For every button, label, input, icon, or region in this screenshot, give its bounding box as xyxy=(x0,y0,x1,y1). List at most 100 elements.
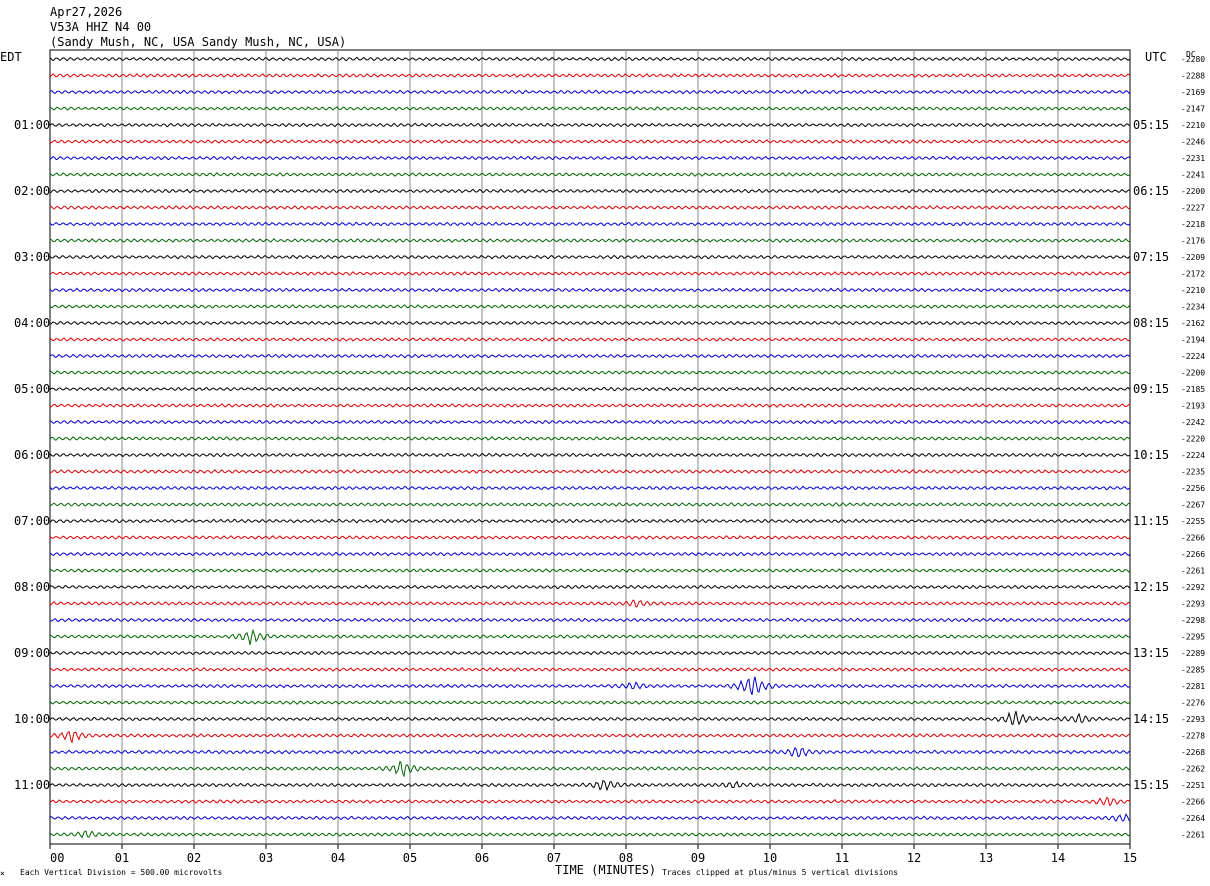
left-hour-label: 04:00 xyxy=(14,316,50,330)
dc-offset-label: -2169 xyxy=(1181,88,1205,97)
trace-line xyxy=(49,796,1131,807)
trace-line xyxy=(49,628,1131,645)
dc-offset-label: -2241 xyxy=(1181,171,1205,180)
trace-line xyxy=(49,710,1131,726)
dc-offset-label: -2200 xyxy=(1181,187,1205,196)
dc-offset-labels: -2280 -2288 -2169 -2147 -2210 -2246 -2231 -2241… xyxy=(1181,55,1205,840)
dc-offset-label: -2268 xyxy=(1181,748,1205,757)
x-tick-label: 05 xyxy=(403,851,417,865)
right-hour-label: 13:15 xyxy=(1133,646,1169,660)
x-tick-label: 14 xyxy=(1051,851,1065,865)
dc-offset-label: -2266 xyxy=(1181,798,1205,807)
traces xyxy=(49,56,1131,839)
right-hour-label: 11:15 xyxy=(1133,514,1169,528)
trace-line xyxy=(49,172,1131,177)
trace-line xyxy=(49,403,1131,408)
left-hour-label: 09:00 xyxy=(14,646,50,660)
dc-offset-label: -2285 xyxy=(1181,666,1205,675)
dc-offset-label: -2147 xyxy=(1181,105,1205,114)
left-axis-label: EDT xyxy=(0,50,22,64)
header-location: (Sandy Mush, NC, USA Sandy Mush, NC, USA… xyxy=(50,35,346,49)
right-hour-label: 07:15 xyxy=(1133,250,1169,264)
dc-offset-label: -2172 xyxy=(1181,270,1205,279)
dc-offset-label: -2185 xyxy=(1181,385,1205,394)
left-hour-label: 08:00 xyxy=(14,580,50,594)
trace-line xyxy=(49,238,1131,243)
left-hour-label: 05:00 xyxy=(14,382,50,396)
dc-offset-label: -2266 xyxy=(1181,534,1205,543)
dc-offset-label: -2262 xyxy=(1181,765,1205,774)
dc-offset-label: -2235 xyxy=(1181,468,1205,477)
x-tick-label: 06 xyxy=(475,851,489,865)
trace-line xyxy=(49,271,1131,276)
dc-offset-label: -2264 xyxy=(1181,814,1205,823)
trace-line xyxy=(49,452,1131,458)
left-hour-label: 06:00 xyxy=(14,448,50,462)
dc-offset-label: -2251 xyxy=(1181,781,1205,790)
right-hour-label: 12:15 xyxy=(1133,580,1169,594)
dc-offset-label: -2194 xyxy=(1181,336,1205,345)
trace-line xyxy=(49,779,1131,792)
x-tick-label: 15 xyxy=(1123,851,1137,865)
right-hour-label: 08:15 xyxy=(1133,316,1169,330)
dc-offset-label: -2298 xyxy=(1181,616,1205,625)
dc-offset-label: -2210 xyxy=(1181,121,1205,130)
x-tick-label: 02 xyxy=(187,851,201,865)
dc-offset-label: -2210 xyxy=(1181,286,1205,295)
dc-offset-label: -2224 xyxy=(1181,352,1205,361)
trace-line xyxy=(49,419,1131,425)
x-tick-label: 07 xyxy=(547,851,561,865)
x-tick-label: 03 xyxy=(259,851,273,865)
trace-line xyxy=(49,56,1131,62)
dc-offset-label: -2280 xyxy=(1181,55,1205,64)
trace-line xyxy=(49,386,1131,392)
header-date: Apr27,2026 xyxy=(50,5,122,19)
scale-note: Each Vertical Division = 500.00 microvol… xyxy=(20,868,222,877)
x-tick-label: 10 xyxy=(763,851,777,865)
x-tick-label: 12 xyxy=(907,851,921,865)
dc-offset-label: -2234 xyxy=(1181,303,1205,312)
left-hour-labels: 01:00 02:00 03:00 04:00 05:00 06:00 07:00 08:00… xyxy=(14,118,50,792)
left-hour-label: 11:00 xyxy=(14,778,50,792)
trace-line xyxy=(49,599,1131,608)
left-hour-label: 02:00 xyxy=(14,184,50,198)
dc-offset-label: -2261 xyxy=(1181,831,1205,840)
dc-offset-label: -2209 xyxy=(1181,253,1205,262)
trace-line xyxy=(49,650,1131,656)
x-tick-label: 08 xyxy=(619,851,633,865)
dc-offset-label: -2255 xyxy=(1181,517,1205,526)
trace-line xyxy=(49,812,1131,823)
minute-gridlines xyxy=(121,50,1059,844)
right-hour-label: 10:15 xyxy=(1133,448,1169,462)
right-axis-label: UTC xyxy=(1145,50,1167,64)
dc-offset-label: -2295 xyxy=(1181,633,1205,642)
trace-line xyxy=(49,518,1131,524)
x-tick-label: 09 xyxy=(691,851,705,865)
dc-offset-label: -2220 xyxy=(1181,435,1205,444)
trace-line xyxy=(49,89,1131,95)
dc-offset-label: -2176 xyxy=(1181,237,1205,246)
clip-note: Traces clipped at plus/minus 5 vertical … xyxy=(662,868,898,877)
x-tick-labels: 00 01 02 03 04 05 06 07 08 09 10 11 12 13 14 15 xyxy=(49,844,1137,865)
trace-line xyxy=(49,535,1131,540)
dc-offset-label: -2288 xyxy=(1181,72,1205,81)
trace-line xyxy=(49,122,1131,128)
dc-offset-label: -2224 xyxy=(1181,451,1205,460)
trace-line xyxy=(49,254,1131,260)
trace-line xyxy=(49,139,1131,144)
dc-offset-label: -2293 xyxy=(1181,715,1205,724)
x-tick-label: 04 xyxy=(331,851,345,865)
trace-line xyxy=(49,584,1131,590)
trace-line xyxy=(49,304,1131,309)
dc-offset-label: -2292 xyxy=(1181,583,1205,592)
x-axis-label: TIME (MINUTES) xyxy=(555,863,656,877)
dc-offset-label: -2261 xyxy=(1181,567,1205,576)
trace-line xyxy=(49,155,1131,161)
plot-frame xyxy=(49,49,1131,845)
trace-line xyxy=(49,568,1131,573)
trace-line xyxy=(49,730,1131,744)
trace-line xyxy=(49,72,1131,78)
x-tick-label: 13 xyxy=(979,851,993,865)
dc-offset-label: -2281 xyxy=(1181,682,1205,691)
trace-line xyxy=(49,369,1131,375)
